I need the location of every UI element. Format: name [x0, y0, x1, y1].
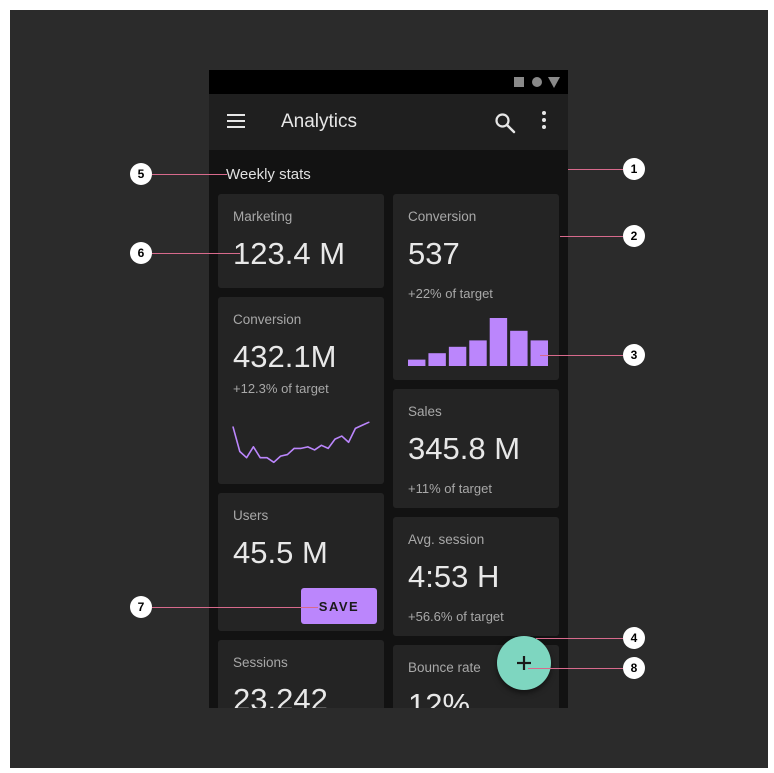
line-point [354, 427, 356, 429]
line-point [307, 446, 309, 448]
save-button[interactable]: SAVE [301, 588, 377, 624]
callout-line-1 [568, 169, 623, 170]
callout-line-6 [152, 253, 240, 254]
card-subtitle: +11% of target [408, 481, 492, 496]
phone-screen: Analytics Weekly stats Marketing 123.4 M… [209, 70, 568, 708]
card-label: Sessions [233, 655, 288, 670]
line-point [252, 446, 254, 448]
card-label: Sales [408, 404, 442, 419]
card-value: 23,242 [233, 682, 328, 708]
callout-8: 8 [623, 657, 645, 679]
bar-chart [408, 318, 548, 366]
bar [428, 353, 446, 366]
line-point [239, 450, 241, 453]
home-icon [532, 77, 542, 87]
card-label: Bounce rate [408, 660, 481, 675]
conversion-card-left[interactable]: Conversion 432.1M +12.3% of target [218, 297, 384, 484]
section-title: Weekly stats [226, 166, 311, 183]
bar [489, 318, 508, 366]
card-subtitle: +12.3% of target [233, 381, 329, 396]
add-fab-button[interactable] [497, 636, 551, 690]
callout-line-5 [152, 174, 227, 175]
line-point [280, 455, 282, 457]
sales-card[interactable]: Sales 345.8 M +11% of target [393, 389, 559, 508]
callout-6: 6 [130, 242, 152, 264]
bar [510, 330, 528, 366]
callout-7: 7 [130, 596, 152, 618]
main-content: Weekly stats Marketing 123.4 M Conversio… [209, 150, 568, 708]
line-chart [232, 421, 370, 464]
line-point [320, 444, 322, 446]
card-label: Conversion [233, 312, 302, 327]
line-point [361, 424, 363, 426]
callout-3: 3 [623, 344, 645, 366]
line-point [273, 461, 275, 463]
card-label: Users [233, 508, 269, 523]
line-point [300, 447, 302, 449]
card-label: Avg. session [408, 532, 485, 547]
card-label: Conversion [408, 209, 477, 224]
line-point [286, 453, 288, 456]
card-value: 4:53 H [408, 559, 500, 594]
card-label: Marketing [233, 209, 293, 224]
line-point [341, 435, 343, 437]
bar [530, 340, 548, 366]
callout-5: 5 [130, 163, 152, 185]
bar [469, 340, 487, 366]
callout-line-7 [152, 607, 318, 608]
card-value: 432.1M [233, 339, 337, 374]
recents-icon [514, 77, 524, 87]
bar [448, 346, 467, 366]
line-point [368, 421, 370, 423]
line-point [327, 447, 329, 449]
callout-line-3 [540, 355, 623, 356]
line-point [348, 441, 350, 443]
callout-line-8 [528, 668, 623, 669]
users-card[interactable]: Users 45.5 M SAVE [218, 493, 384, 631]
more-vert-icon[interactable] [541, 111, 549, 133]
card-subtitle: +22% of target [408, 286, 493, 301]
search-icon[interactable] [494, 112, 516, 134]
line-point [259, 457, 261, 459]
card-value: 123.4 M [233, 236, 346, 271]
line-point [334, 438, 336, 440]
marketing-card[interactable]: Marketing 123.4 M [218, 194, 384, 288]
plus-icon [517, 656, 531, 670]
line-point [232, 426, 234, 428]
card-subtitle: +56.6% of target [408, 609, 504, 624]
menu-icon[interactable] [227, 114, 247, 130]
back-icon [548, 77, 560, 88]
callout-line-4 [536, 638, 623, 639]
callout-1: 1 [623, 158, 645, 180]
status-bar [209, 70, 568, 94]
card-value: 537 [408, 236, 460, 271]
card-value: 12% [408, 687, 471, 708]
app-title: Analytics [281, 111, 358, 132]
line-point [314, 449, 316, 451]
line-point [293, 447, 295, 449]
line-point [266, 457, 268, 459]
top-app-bar: Analytics [209, 94, 568, 150]
card-value: 345.8 M [408, 431, 521, 466]
line-point [246, 457, 248, 459]
sessions-card[interactable]: Sessions 23,242 [218, 640, 384, 708]
callout-2: 2 [623, 225, 645, 247]
callout-4: 4 [623, 627, 645, 649]
conversion-card-right[interactable]: Conversion 537 +22% of target [393, 194, 559, 380]
card-value: 45.5 M [233, 535, 328, 570]
callout-line-2 [560, 236, 623, 237]
avg-session-card[interactable]: Avg. session 4:53 H +56.6% of target [393, 517, 559, 636]
bar [408, 359, 426, 366]
